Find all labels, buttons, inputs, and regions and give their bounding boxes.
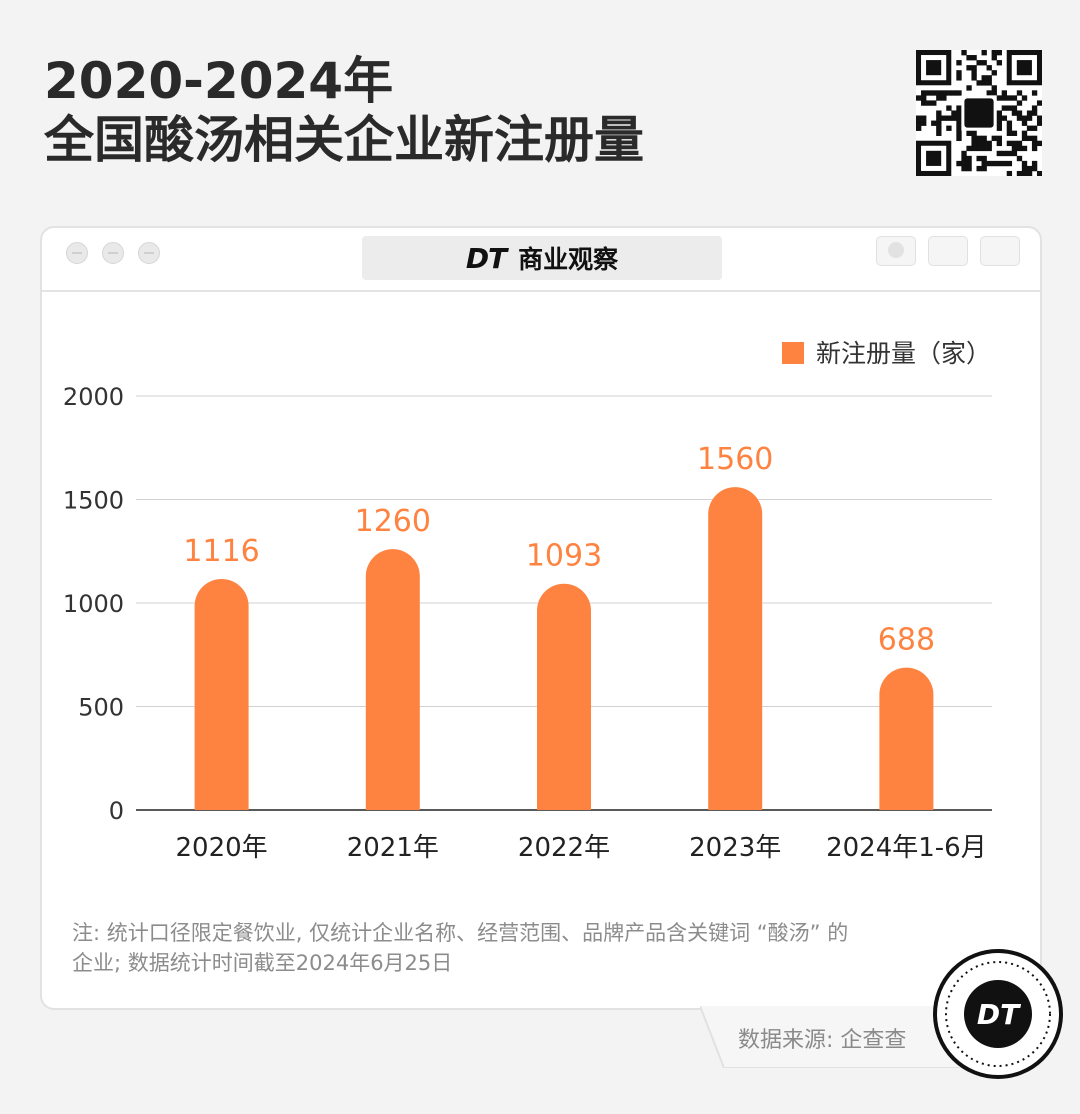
bar — [194, 578, 249, 810]
footnote-line-1: 注: 统计口径限定餐饮业, 仅统计企业名称、经营范围、品牌产品含关键词 “酸汤”… — [72, 921, 849, 945]
data-label: 1560 — [697, 442, 773, 477]
title-line-2: 全国酸汤相关企业新注册量 — [44, 111, 644, 169]
bar — [879, 667, 934, 810]
legend-swatch — [782, 342, 804, 364]
footnote-line-2: 企业; 数据统计时间截至2024年6月25日 — [72, 951, 453, 975]
qr-code-icon — [916, 50, 1042, 176]
brand-logo: DT — [465, 241, 507, 275]
bar-chart: 0 500 1000 1500 2000 1116 2020年 1260 2021年 1093 20… — [63, 339, 992, 863]
share-icon — [928, 236, 968, 266]
brand-name: 商业观察 — [518, 245, 619, 274]
title-line-1: 2020-2024年 — [44, 52, 394, 110]
copy-icon — [980, 236, 1020, 266]
source-tab — [700, 1006, 980, 1068]
y-tick-label: 1000 — [63, 590, 124, 618]
bar — [537, 583, 591, 810]
footnote: 注: 统计口径限定餐饮业, 仅统计企业名称、经营范围、品牌产品含关键词 “酸汤”… — [72, 918, 932, 978]
y-tick-label: 500 — [78, 694, 124, 722]
data-source: 数据来源: 企查查 — [738, 1028, 907, 1053]
data-label: 1260 — [355, 504, 431, 539]
x-category-label: 2020年 — [176, 833, 268, 863]
record-icon — [876, 236, 916, 266]
window-titlebar: DT 商业观察 — [42, 228, 1040, 292]
x-category-label: 2022年 — [518, 833, 610, 863]
y-tick-label: 2000 — [63, 383, 124, 411]
brand-bar: DT 商业观察 — [362, 236, 722, 280]
x-category-label: 2024年1-6月 — [826, 833, 987, 863]
window-minimize-icon — [102, 242, 124, 264]
legend-label: 新注册量（家） — [816, 339, 991, 368]
y-tick-label: 1500 — [63, 487, 124, 515]
badge-dotted-ring — [945, 961, 1051, 1067]
badge-center — [964, 980, 1032, 1048]
badge-logo-text: DT — [977, 998, 1021, 1031]
y-tick-label: 0 — [109, 797, 124, 825]
x-category-label: 2023年 — [689, 833, 781, 863]
data-label: 1116 — [183, 534, 259, 569]
x-category-label: 2021年 — [347, 833, 439, 863]
bar — [708, 487, 763, 810]
chart-title: 2020-2024年 全国酸汤相关企业新注册量 — [44, 52, 644, 170]
data-label: 1093 — [526, 539, 602, 574]
bar — [365, 549, 420, 810]
data-label: 688 — [878, 623, 935, 658]
dt-badge: DT — [933, 949, 1063, 1079]
window-maximize-icon — [138, 242, 160, 264]
window-close-icon — [66, 242, 88, 264]
